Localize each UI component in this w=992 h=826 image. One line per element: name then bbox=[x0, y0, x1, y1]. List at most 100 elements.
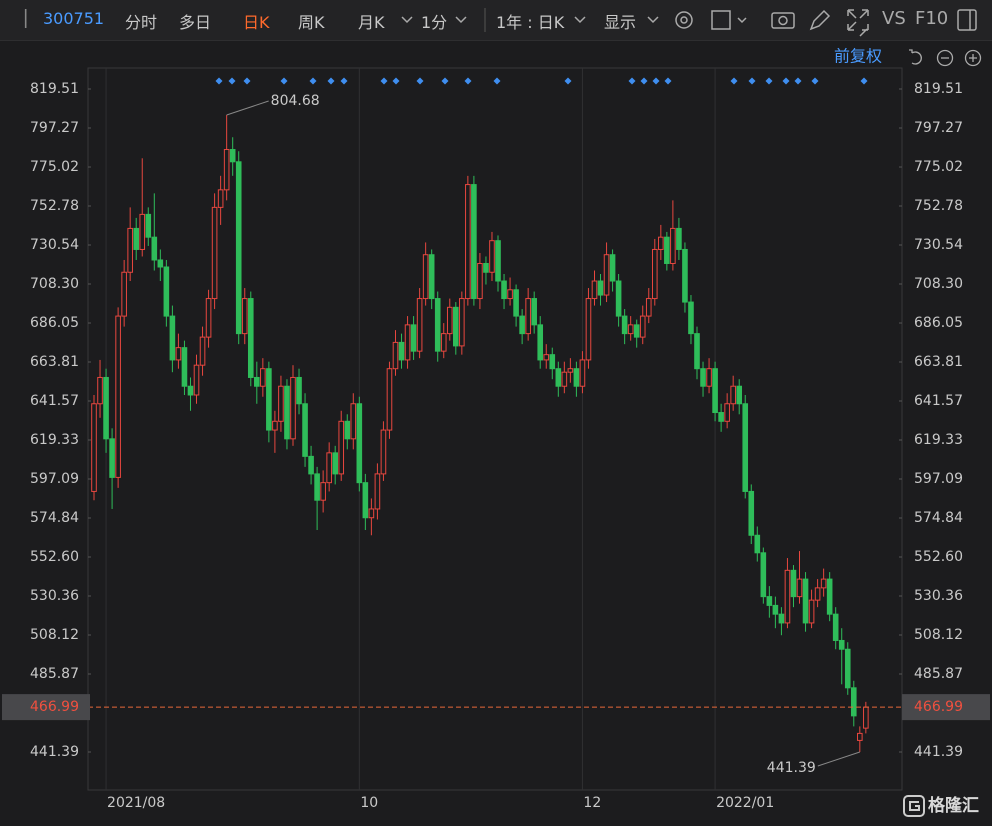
candle-body bbox=[217, 189, 224, 208]
fullscreen-icon[interactable] bbox=[847, 9, 869, 37]
candle-body bbox=[380, 429, 387, 475]
x-tick-label: 2021/08 bbox=[107, 795, 165, 811]
candle-body bbox=[712, 368, 718, 414]
camera-icon[interactable] bbox=[771, 12, 795, 29]
y-tick-label-right: 552.60 bbox=[914, 549, 963, 565]
y-tick-label-right: 708.30 bbox=[914, 276, 963, 292]
candle-body bbox=[465, 184, 471, 300]
candle-body bbox=[121, 271, 127, 317]
period-dropdown[interactable]: 1年 : 日K bbox=[496, 13, 565, 32]
candle-body bbox=[211, 206, 218, 300]
candle-body bbox=[850, 687, 857, 717]
y-tick-label-left: 574.84 bbox=[30, 510, 79, 526]
candle-body bbox=[302, 403, 308, 457]
y-tick-label-left: 686.05 bbox=[30, 315, 79, 331]
event-marker bbox=[416, 77, 424, 85]
vs-button[interactable]: VS bbox=[882, 8, 906, 29]
stock-code[interactable]: 300751 bbox=[43, 9, 105, 28]
y-tick-label-left: 597.09 bbox=[30, 471, 79, 487]
candle-body bbox=[736, 385, 743, 405]
tab[interactable]: 周K bbox=[298, 13, 325, 32]
pen-icon[interactable] bbox=[809, 9, 831, 31]
adjust-label[interactable]: 前复权 bbox=[834, 47, 882, 66]
zoom-out[interactable] bbox=[936, 49, 954, 67]
candle-body bbox=[537, 324, 544, 361]
candle-body bbox=[627, 324, 634, 335]
candle-body bbox=[772, 604, 779, 615]
candle-body bbox=[784, 569, 791, 624]
candle-body bbox=[320, 482, 326, 501]
display-dropdown[interactable]: 显示 bbox=[604, 13, 637, 32]
candle-body bbox=[676, 227, 682, 250]
candle-body bbox=[857, 732, 863, 741]
candle-body bbox=[706, 368, 712, 387]
tab[interactable]: 分时 bbox=[125, 13, 158, 32]
candle-body bbox=[362, 482, 369, 519]
y-tick-label-right: 508.12 bbox=[914, 627, 963, 643]
candle-body bbox=[133, 227, 140, 250]
event-marker bbox=[380, 77, 388, 85]
candle-body bbox=[410, 324, 417, 352]
candle-body bbox=[615, 280, 622, 317]
candle-body bbox=[338, 420, 345, 475]
candle-body bbox=[350, 403, 357, 440]
candle-body bbox=[193, 364, 200, 396]
tab[interactable]: 多日 bbox=[179, 13, 212, 32]
y-tick-label-right: 775.02 bbox=[914, 159, 963, 175]
candle-body bbox=[260, 368, 266, 387]
candle-body bbox=[205, 298, 212, 338]
x-tick-label: 12 bbox=[583, 795, 601, 811]
candle-body bbox=[386, 368, 393, 431]
tab-active[interactable]: 日K bbox=[243, 13, 270, 32]
candle-body bbox=[808, 599, 815, 624]
candle-body bbox=[790, 569, 797, 598]
candle-body bbox=[477, 262, 483, 300]
candle-body bbox=[344, 420, 351, 440]
toolbar-icons bbox=[401, 8, 977, 37]
sidebar-icon[interactable]: ▕ bbox=[14, 9, 27, 28]
panel-icon[interactable] bbox=[957, 9, 977, 31]
candle-body bbox=[832, 613, 839, 641]
candle-body bbox=[229, 149, 236, 163]
candle-body bbox=[175, 347, 182, 361]
last-price-label-left: 466.99 bbox=[30, 699, 79, 715]
candle-body bbox=[531, 298, 537, 326]
y-tick-label-right: 485.87 bbox=[914, 666, 963, 682]
candle-body bbox=[416, 298, 423, 352]
candle-body bbox=[742, 403, 749, 492]
y-tick-label-right: 530.36 bbox=[914, 588, 963, 604]
settings-icon[interactable] bbox=[675, 11, 693, 29]
last-price-box-left bbox=[2, 694, 90, 721]
candle-body bbox=[682, 248, 688, 303]
reset-icon[interactable] bbox=[909, 49, 922, 65]
candle-body bbox=[597, 280, 604, 296]
zoom-in[interactable] bbox=[964, 49, 982, 67]
candle-body bbox=[223, 149, 230, 191]
event-marker bbox=[228, 77, 236, 85]
tab-dropdown[interactable]: 月K bbox=[358, 13, 385, 32]
candle-body bbox=[453, 306, 459, 347]
high-leader bbox=[226, 100, 269, 116]
candle-body bbox=[115, 315, 121, 478]
candle-body bbox=[591, 280, 598, 300]
checkbox-icon[interactable] bbox=[711, 10, 731, 30]
candle-body bbox=[621, 315, 628, 335]
candle-body bbox=[700, 368, 706, 387]
chevron bbox=[574, 16, 586, 24]
tab-dropdown[interactable]: 1分 bbox=[421, 13, 448, 32]
candle-body bbox=[838, 639, 845, 650]
candle-body bbox=[645, 298, 652, 317]
candle-body bbox=[639, 315, 646, 338]
candle-body bbox=[368, 508, 375, 519]
y-tick-label-left: 730.54 bbox=[30, 237, 79, 253]
y-tick-label-left: 797.27 bbox=[30, 120, 79, 136]
candle-body bbox=[235, 161, 242, 335]
candle-body bbox=[549, 354, 556, 370]
candle-body bbox=[278, 385, 284, 422]
candle-body bbox=[290, 376, 296, 440]
zoom-in-plus bbox=[969, 54, 977, 62]
f10-button[interactable]: F10 bbox=[915, 8, 949, 29]
candle-body bbox=[585, 298, 592, 361]
candle-body bbox=[519, 315, 525, 335]
